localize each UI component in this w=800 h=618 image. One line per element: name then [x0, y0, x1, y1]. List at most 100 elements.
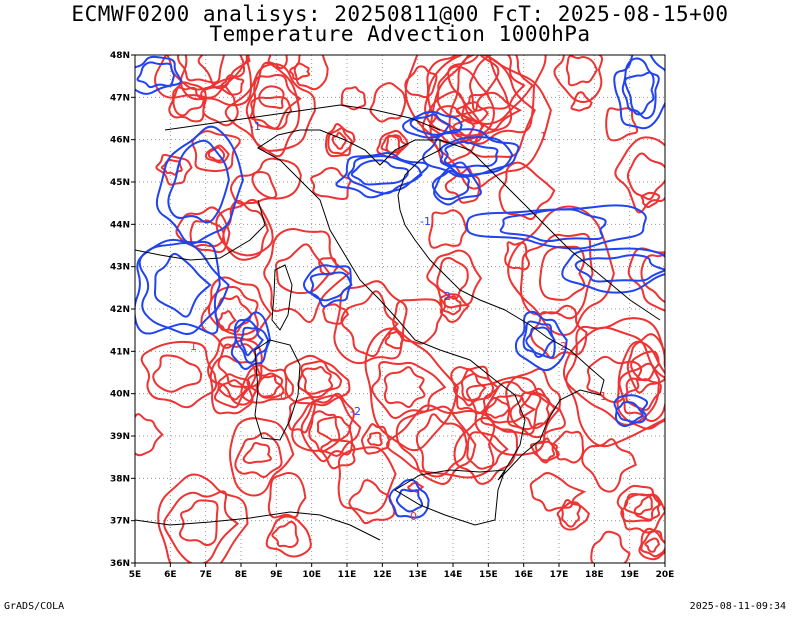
- warm-contour: [213, 373, 251, 409]
- warm-contour: [630, 350, 660, 382]
- warm-contour: [217, 343, 262, 388]
- warm-contour: [442, 295, 462, 316]
- warm-contour: [177, 55, 226, 84]
- lat-tick-label: 40N: [110, 390, 130, 400]
- warm-contour: [331, 131, 347, 150]
- warm-contour: [217, 310, 237, 332]
- warm-contour: [252, 74, 302, 130]
- contour-value-label: 0: [410, 510, 417, 523]
- cold-advection-contours: [135, 55, 665, 519]
- warm-contour: [616, 340, 665, 430]
- warm-contour: [316, 415, 352, 442]
- cold-contour: [230, 311, 272, 370]
- contour-value-label: 1: [190, 340, 197, 353]
- lat-tick-label: 47N: [110, 93, 130, 103]
- warm-contour: [265, 515, 312, 558]
- warm-contour: [552, 430, 585, 464]
- warm-contour: [179, 499, 219, 547]
- coastlines-borders: [135, 104, 661, 541]
- lon-tick-label: 15E: [479, 570, 498, 580]
- warm-contour: [465, 376, 561, 456]
- warm-contour: [627, 247, 665, 312]
- lon-tick-label: 7E: [199, 570, 211, 580]
- cold-contour: [525, 326, 556, 358]
- lat-tick-label: 43N: [110, 263, 130, 273]
- cold-contour: [514, 310, 568, 372]
- warm-contour: [620, 493, 665, 534]
- lon-tick-label: 9E: [270, 570, 282, 580]
- warm-contour: [605, 107, 639, 142]
- cold-contour: [613, 55, 665, 130]
- warm-contour: [179, 55, 252, 107]
- cold-contour: [335, 152, 429, 199]
- warm-contour: [529, 472, 587, 512]
- warm-contour: [229, 171, 278, 205]
- warm-contour: [204, 144, 230, 164]
- cold-contour: [302, 264, 352, 308]
- warm-contour: [453, 368, 495, 407]
- contour-value-label: 1: [600, 390, 607, 403]
- cold-contour: [499, 208, 607, 243]
- warm-contour: [310, 166, 352, 201]
- warm-contour: [209, 355, 257, 415]
- warm-contour: [466, 431, 509, 470]
- warm-contour: [140, 340, 218, 409]
- lon-tick-label: 20E: [656, 570, 675, 580]
- coastline-sicily: [394, 469, 506, 526]
- coastline-corsica: [271, 264, 293, 331]
- warm-contour: [453, 416, 519, 485]
- warm-contour: [175, 206, 231, 254]
- warm-contour: [157, 473, 249, 563]
- lon-tick-label: 13E: [408, 570, 427, 580]
- warm-contour: [163, 490, 240, 563]
- warm-contour: [200, 276, 273, 349]
- warm-contour: [155, 153, 193, 186]
- warm-contour: [590, 530, 631, 563]
- warm-contour: [529, 440, 560, 462]
- warm-contour: [245, 61, 301, 158]
- warm-contour: [561, 501, 581, 528]
- map-title-field: Temperature Advection 1000hPa: [209, 22, 591, 46]
- warm-contour: [484, 396, 511, 419]
- cold-contour: [155, 125, 244, 245]
- warm-contour: [229, 417, 295, 497]
- lat-tick-label: 45N: [110, 178, 130, 188]
- warm-contour: [556, 499, 591, 531]
- cold-contour: [347, 155, 423, 195]
- warm-contour: [392, 298, 444, 345]
- warm-contour: [407, 481, 425, 493]
- warm-contour: [251, 157, 302, 200]
- warm-contour: [565, 317, 665, 448]
- warm-contour: [436, 65, 488, 118]
- cold-contour: [561, 247, 665, 294]
- warm-contour: [439, 293, 470, 323]
- cold-contour: [522, 320, 556, 359]
- cold-contour: [240, 326, 265, 357]
- warm-contour: [565, 55, 599, 87]
- cold-contour: [388, 478, 430, 519]
- generation-timestamp: 2025-08-11-09:34: [689, 601, 786, 612]
- warm-contour: [376, 129, 409, 159]
- cold-contour: [465, 204, 647, 250]
- cold-contour: [153, 252, 212, 318]
- warm-contour: [614, 136, 665, 214]
- warm-contour: [616, 484, 663, 523]
- cold-contour: [443, 140, 499, 169]
- warm-contour: [519, 232, 594, 320]
- warm-contour: [197, 55, 251, 90]
- cold-contour: [422, 128, 520, 178]
- warm-contour: [380, 134, 408, 156]
- warm-contour: [427, 55, 547, 145]
- lon-tick-label: 8E: [235, 570, 247, 580]
- warm-contour: [640, 252, 665, 304]
- contour-value-label: -2: [350, 405, 361, 418]
- warm-contour: [518, 391, 551, 429]
- cold-contour: [350, 159, 410, 186]
- warm-contour: [234, 432, 283, 478]
- lat-tick-label: 44N: [110, 220, 130, 230]
- warm-contour: [271, 520, 299, 549]
- warm-contour: [644, 537, 661, 553]
- lon-tick-label: 16E: [514, 570, 533, 580]
- warm-contour: [291, 394, 362, 457]
- border-alps: [164, 104, 441, 131]
